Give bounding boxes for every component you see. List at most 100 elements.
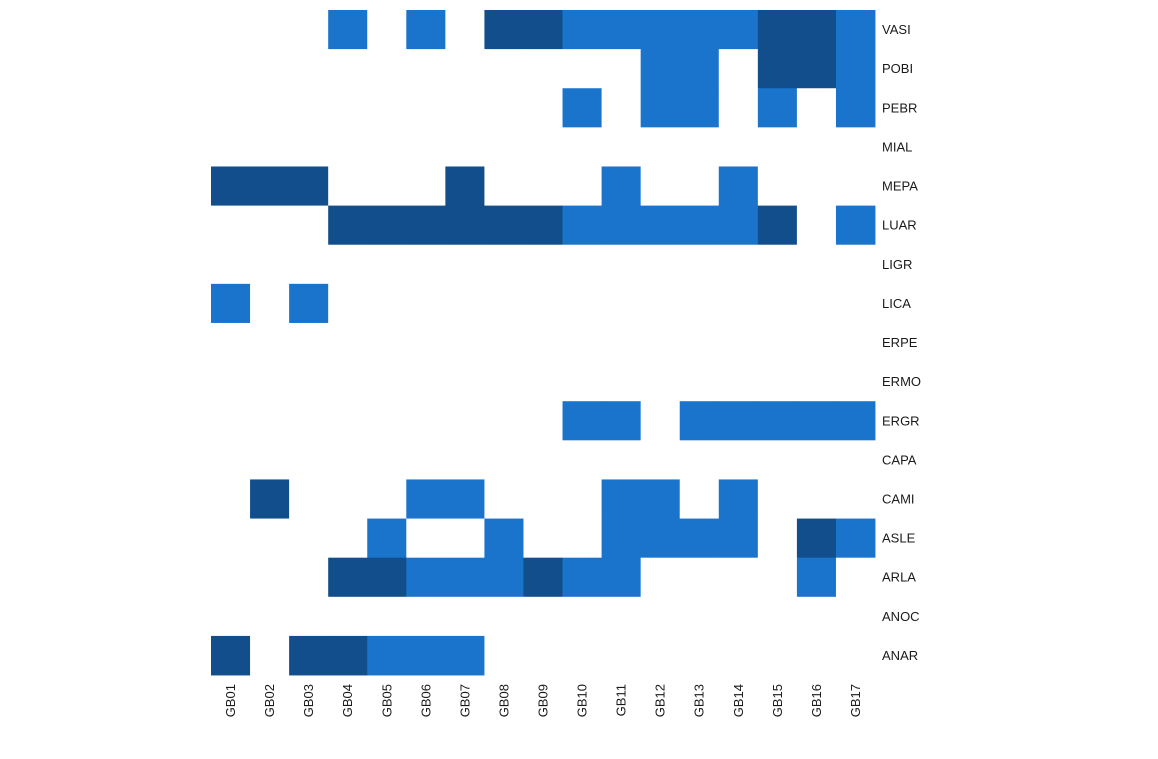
heatmap-cell-lica-gb05 — [367, 283, 407, 324]
heatmap-cell-luar-gb09 — [523, 205, 563, 246]
heatmap-cell-lica-gb10 — [562, 283, 602, 324]
y-tick-label-cami: CAMI — [882, 492, 915, 507]
heatmap-cell-anoc-gb09 — [523, 596, 563, 637]
heatmap-cell-pobi-gb06 — [406, 49, 446, 89]
heatmap-cell-ergr-gb11 — [601, 401, 642, 441]
heatmap-cell-ergr-gb16 — [796, 401, 837, 441]
heatmap-cell-arla-gb05 — [367, 557, 407, 598]
heatmap-cell-asle-gb13 — [679, 518, 720, 559]
heatmap-cell-mepa-gb05 — [367, 166, 407, 206]
heatmap-cell-pebr-gb15 — [757, 88, 798, 128]
heatmap-cell-pobi-gb02 — [250, 49, 290, 89]
y-tick-label-anoc: ANOC — [882, 609, 920, 624]
heatmap-cell-asle-gb08 — [484, 518, 524, 559]
heatmap-cell-mial-gb03 — [289, 127, 329, 167]
heatmap-cell-ligr-gb02 — [250, 244, 290, 285]
heatmap-cell-cami-gb04 — [328, 479, 368, 519]
heatmap-cell-pobi-gb12 — [640, 49, 681, 89]
heatmap-cell-anoc-gb16 — [796, 596, 837, 637]
y-tick-label-erpe: ERPE — [882, 335, 918, 350]
heatmap-cell-lica-gb12 — [640, 283, 681, 324]
heatmap-cell-vasi-gb07 — [445, 10, 485, 50]
heatmap-cell-luar-gb05 — [367, 205, 407, 246]
heatmap-cell-cami-gb02 — [250, 479, 290, 519]
heatmap-cell-cami-gb05 — [367, 479, 407, 519]
heatmap-cell-mial-gb11 — [601, 127, 642, 167]
heatmap-cell-anoc-gb17 — [835, 596, 876, 637]
heatmap-cell-pobi-gb16 — [796, 49, 837, 89]
heatmap-cell-ligr-gb12 — [640, 244, 681, 285]
heatmap-cell-capa-gb17 — [835, 440, 876, 480]
heatmap-cell-ermo-gb10 — [562, 362, 602, 402]
heatmap-cell-ergr-gb12 — [640, 401, 681, 441]
heatmap-cell-pebr-gb16 — [796, 88, 837, 128]
heatmap-cell-cami-gb08 — [484, 479, 524, 519]
y-tick-label-vasi: VASI — [882, 22, 911, 37]
heatmap-cell-anar-gb06 — [406, 635, 446, 676]
heatmap-cell-arla-gb01 — [211, 557, 251, 598]
heatmap-cell-erpe-gb17 — [835, 322, 876, 363]
heatmap-cell-vasi-gb08 — [484, 10, 524, 50]
heatmap-cell-ergr-gb15 — [757, 401, 798, 441]
heatmap-cell-ligr-gb16 — [796, 244, 837, 285]
heatmap-cell-ligr-gb13 — [679, 244, 720, 285]
heatmap-cell-ergr-gb08 — [484, 401, 524, 441]
heatmap-cell-mial-gb10 — [562, 127, 602, 167]
heatmap-cell-capa-gb10 — [562, 440, 602, 480]
heatmap-cell-mepa-gb01 — [211, 166, 251, 206]
heatmap-cell-arla-gb10 — [562, 557, 602, 598]
heatmap-cell-pobi-gb07 — [445, 49, 485, 89]
heatmap-cell-luar-gb08 — [484, 205, 524, 246]
heatmap-cell-asle-gb15 — [757, 518, 798, 559]
heatmap-cell-ligr-gb10 — [562, 244, 602, 285]
heatmap-cell-pobi-gb08 — [484, 49, 524, 89]
heatmap-cell-erpe-gb11 — [601, 322, 642, 363]
y-tick-label-lica: LICA — [882, 296, 911, 311]
heatmap-cell-lica-gb01 — [211, 283, 251, 324]
heatmap-cell-lica-gb09 — [523, 283, 563, 324]
heatmap-cell-pebr-gb14 — [718, 88, 759, 128]
heatmap-cell-ergr-gb01 — [211, 401, 251, 441]
heatmap-cell-luar-gb11 — [601, 205, 642, 246]
heatmap-cell-ermo-gb08 — [484, 362, 524, 402]
x-tick-label-gb06: GB06 — [418, 684, 433, 717]
heatmap-cell-erpe-gb04 — [328, 322, 368, 363]
heatmap-cell-mepa-gb03 — [289, 166, 329, 206]
x-tick-label-gb07: GB07 — [457, 684, 472, 717]
heatmap-cell-luar-gb04 — [328, 205, 368, 246]
heatmap-cell-mial-gb17 — [835, 127, 876, 167]
heatmap-cell-vasi-gb12 — [640, 10, 681, 50]
heatmap-cell-capa-gb07 — [445, 440, 485, 480]
heatmap-cell-pebr-gb01 — [211, 88, 251, 128]
heatmap-cell-vasi-gb02 — [250, 10, 290, 50]
heatmap-cell-cami-gb07 — [445, 479, 485, 519]
y-tick-label-luar: LUAR — [882, 218, 917, 233]
heatmap-cell-luar-gb10 — [562, 205, 602, 246]
heatmap-cell-pebr-gb12 — [640, 88, 681, 128]
heatmap-cell-luar-gb15 — [757, 205, 798, 246]
heatmap-cell-vasi-gb06 — [406, 10, 446, 50]
heatmap-cell-luar-gb06 — [406, 205, 446, 246]
heatmap-cell-anoc-gb07 — [445, 596, 485, 637]
heatmap-cell-anar-gb02 — [250, 635, 290, 676]
heatmap-cell-mial-gb01 — [211, 127, 251, 167]
heatmap-cell-erpe-gb08 — [484, 322, 524, 363]
heatmap-cell-vasi-gb14 — [718, 10, 759, 50]
heatmap-cell-cami-gb11 — [601, 479, 642, 519]
heatmap-cell-ligr-gb11 — [601, 244, 642, 285]
heatmap-cell-arla-gb07 — [445, 557, 485, 598]
heatmap-cell-lica-gb02 — [250, 283, 290, 324]
heatmap-cell-arla-gb13 — [679, 557, 720, 598]
heatmap-cell-cami-gb12 — [640, 479, 681, 519]
heatmap-cell-anoc-gb05 — [367, 596, 407, 637]
heatmap-cell-asle-gb02 — [250, 518, 290, 559]
heatmap-cell-asle-gb05 — [367, 518, 407, 559]
heatmap-cell-vasi-gb09 — [523, 10, 563, 50]
heatmap-cell-arla-gb08 — [484, 557, 524, 598]
heatmap-cell-mepa-gb16 — [796, 166, 837, 206]
heatmap-cell-pobi-gb03 — [289, 49, 329, 89]
heatmap-cell-pebr-gb13 — [679, 88, 720, 128]
heatmap-cell-pebr-gb05 — [367, 88, 407, 128]
heatmap-cell-pebr-gb11 — [601, 88, 642, 128]
heatmap-cell-mepa-gb14 — [718, 166, 759, 206]
